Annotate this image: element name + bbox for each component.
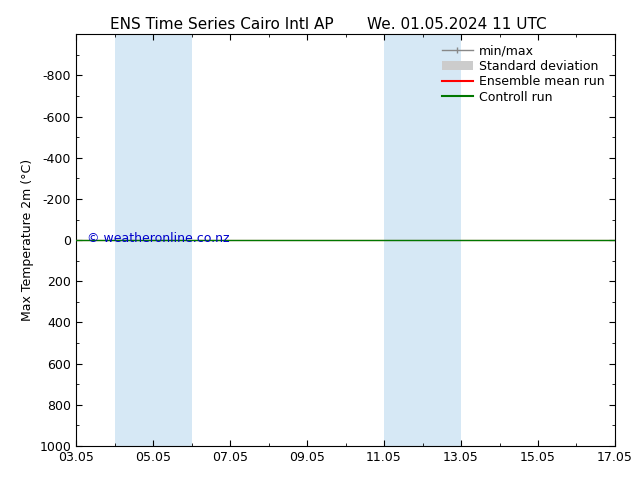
Bar bbox=[115, 34, 191, 446]
Text: ENS Time Series Cairo Intl AP: ENS Time Series Cairo Intl AP bbox=[110, 17, 333, 32]
Text: We. 01.05.2024 11 UTC: We. 01.05.2024 11 UTC bbox=[366, 17, 547, 32]
Bar bbox=[384, 34, 461, 446]
Text: © weatheronline.co.nz: © weatheronline.co.nz bbox=[87, 232, 230, 245]
Legend: min/max, Standard deviation, Ensemble mean run, Controll run: min/max, Standard deviation, Ensemble me… bbox=[438, 41, 609, 107]
Y-axis label: Max Temperature 2m (°C): Max Temperature 2m (°C) bbox=[21, 159, 34, 321]
